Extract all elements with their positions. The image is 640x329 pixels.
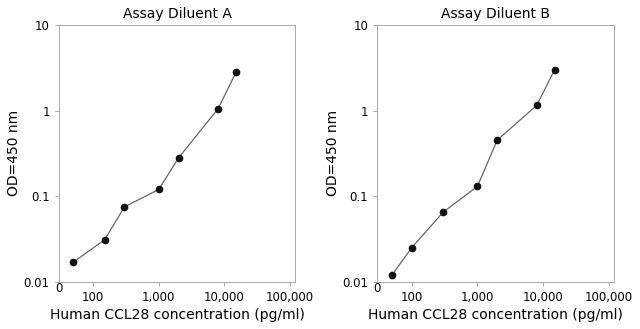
Title: Assay Diluent B: Assay Diluent B (441, 7, 550, 21)
Y-axis label: OD=450 nm: OD=450 nm (7, 110, 21, 196)
Text: 0: 0 (55, 282, 63, 295)
X-axis label: Human CCL28 concentration (pg/ml): Human CCL28 concentration (pg/ml) (50, 308, 305, 322)
Y-axis label: OD=450 nm: OD=450 nm (326, 110, 340, 196)
Text: 0: 0 (374, 282, 381, 295)
X-axis label: Human CCL28 concentration (pg/ml): Human CCL28 concentration (pg/ml) (368, 308, 623, 322)
Title: Assay Diluent A: Assay Diluent A (123, 7, 232, 21)
